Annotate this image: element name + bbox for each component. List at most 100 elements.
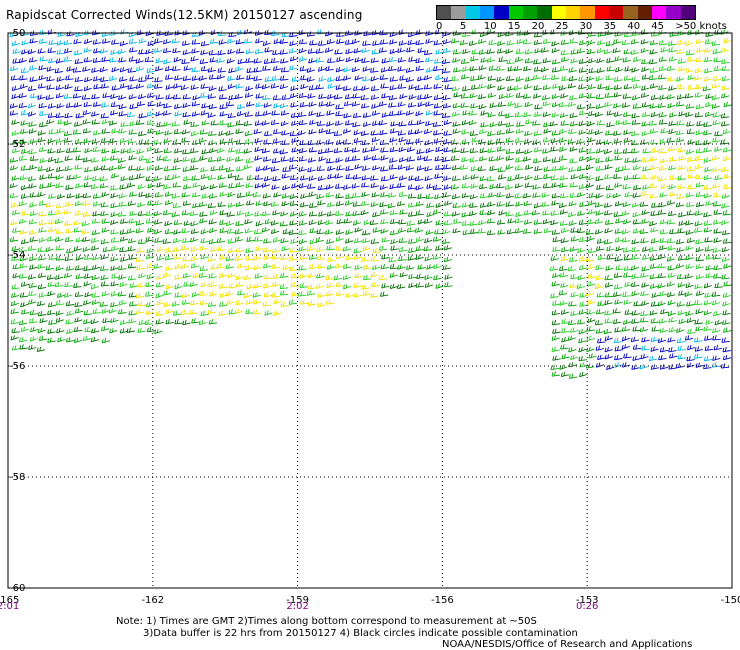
wind-barb [111, 128, 120, 134]
wind-barb [569, 246, 578, 252]
wind-barb [523, 219, 533, 225]
note-line-1: Note: 1) Times are GMT 2)Times along bot… [116, 616, 537, 627]
wind-barb [99, 175, 109, 182]
wind-barb [91, 138, 101, 144]
wind-barb [317, 175, 327, 182]
wind-barb [498, 110, 507, 117]
wind-barb [686, 362, 695, 368]
wind-barb [145, 254, 155, 260]
wind-barb [362, 237, 371, 244]
wind-barb [110, 229, 119, 235]
wind-barb [632, 157, 641, 163]
legend-color-bar [436, 5, 696, 20]
wind-barb [217, 49, 226, 56]
wind-barb [379, 129, 388, 136]
wind-barb [397, 66, 406, 72]
wind-barb [155, 129, 164, 136]
wind-barb [561, 75, 570, 82]
wind-barb [389, 157, 398, 163]
wind-barb [208, 219, 217, 225]
wind-barb [380, 191, 389, 198]
wind-barb [245, 247, 254, 253]
wind-barb [389, 174, 398, 180]
wind-barb [695, 38, 704, 45]
wind-barb [568, 67, 577, 73]
chart-title: Rapidscat Corrected Winds(12.5KM) 201501… [6, 8, 363, 22]
wind-barb [246, 299, 255, 305]
wind-barb [658, 112, 668, 118]
wind-barb [342, 139, 352, 145]
wind-barb [37, 48, 46, 54]
wind-barb [120, 218, 129, 224]
wind-barb [72, 129, 82, 135]
wind-barb [165, 265, 174, 271]
wind-barb [522, 38, 532, 45]
wind-barb [74, 291, 84, 298]
wind-barb [99, 66, 108, 73]
wind-barb [417, 47, 426, 53]
lon-tick-label: -159 [286, 595, 309, 606]
wind-barb [264, 219, 273, 225]
wind-barb [389, 110, 398, 117]
wind-barb [451, 211, 461, 217]
wind-barb [461, 202, 471, 208]
wind-barb [631, 310, 640, 316]
wind-barb [723, 281, 732, 287]
wind-barb [316, 228, 325, 235]
wind-barb [271, 247, 281, 254]
wind-barb [551, 67, 561, 73]
wind-barb [289, 247, 299, 253]
wind-barb [685, 67, 694, 73]
wind-barb [101, 337, 111, 344]
wind-barb [300, 83, 309, 90]
wind-barb [191, 75, 201, 81]
wind-barb [261, 84, 271, 90]
wind-barb [198, 137, 207, 143]
wind-barb [451, 175, 461, 181]
legend-labels: 0 5 10 15 20 25 30 35 40 45 >50 knots [436, 20, 727, 34]
wind-barb [101, 148, 110, 154]
wind-barb [101, 119, 111, 125]
wind-barb [354, 57, 363, 63]
wind-barb [613, 138, 623, 144]
wind-barb [614, 201, 624, 207]
wind-barb [461, 192, 470, 199]
wind-barb [253, 75, 262, 82]
wind-barb [145, 192, 154, 199]
wind-barb [514, 228, 524, 234]
wind-barb [156, 274, 165, 280]
wind-barb [118, 57, 127, 63]
wind-barb [9, 110, 18, 116]
wind-barb [47, 103, 57, 109]
wind-barb [54, 236, 64, 242]
wind-barb [138, 49, 147, 55]
wind-barb [118, 274, 127, 280]
wind-barb [441, 112, 451, 119]
wind-barb [262, 94, 271, 101]
wind-barb [181, 299, 191, 305]
wind-barb [641, 85, 650, 91]
wind-barb [236, 192, 246, 198]
wind-barb [621, 102, 631, 108]
wind-barb [46, 166, 55, 173]
wind-barb [632, 165, 641, 171]
wind-barb [352, 201, 362, 207]
wind-barb [624, 66, 633, 72]
wind-barb [315, 48, 325, 54]
wind-barb [622, 319, 632, 325]
wind-barb [722, 292, 732, 298]
wind-barb [398, 175, 408, 181]
lat-tick-label: -56 [9, 361, 25, 372]
wind-barb [20, 110, 30, 116]
wind-barb [650, 210, 659, 216]
wind-barb [135, 66, 145, 72]
wind-barb [327, 256, 336, 263]
wind-barb [632, 228, 642, 234]
wind-barb [66, 248, 75, 254]
wind-barb [91, 264, 101, 271]
wind-barb [279, 149, 288, 155]
wind-barb [522, 228, 532, 234]
wind-barb [525, 119, 534, 125]
wind-barb [324, 47, 334, 53]
wind-barb [120, 175, 129, 182]
